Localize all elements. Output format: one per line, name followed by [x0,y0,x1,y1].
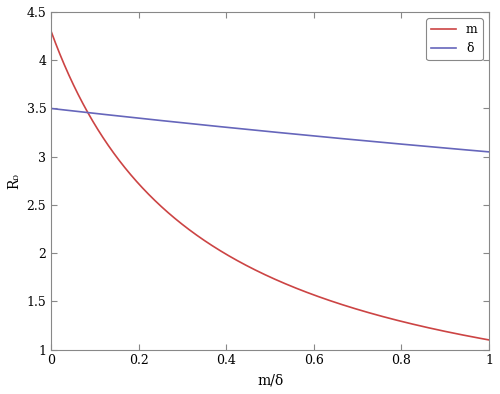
m [473,335,479,340]
m [486,338,492,342]
Y-axis label: R₀: R₀ [7,173,21,189]
Line: m: m [51,31,489,340]
δ [473,149,479,153]
m [48,29,54,33]
m [474,335,480,340]
X-axis label: m/δ: m/δ [257,373,283,387]
Legend: m, δ: m, δ [426,18,483,60]
m [393,318,399,322]
m [261,272,267,277]
δ [261,129,267,134]
Line: δ: δ [51,108,489,152]
δ [250,128,256,132]
δ [70,109,76,113]
δ [393,141,399,146]
m [70,82,76,87]
δ [486,149,492,154]
δ [48,106,54,111]
δ [474,149,480,153]
m [250,266,256,271]
